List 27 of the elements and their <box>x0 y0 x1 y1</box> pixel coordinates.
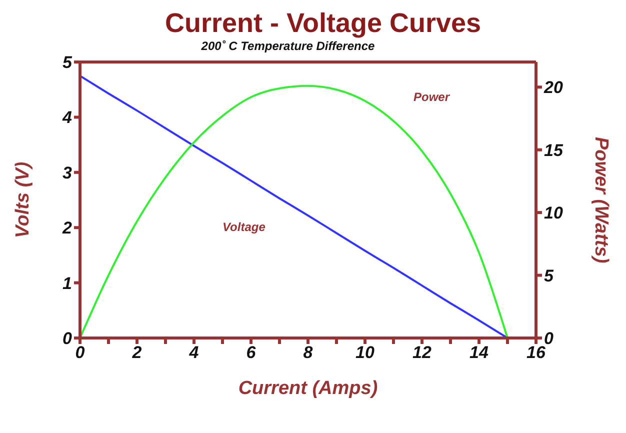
y2-tick-label: 5 <box>544 266 554 286</box>
y-tick-label: 5 <box>62 53 73 72</box>
y-tick-label: 2 <box>62 218 73 238</box>
y2-tick-label: 10 <box>544 204 564 223</box>
y-tick-label: 3 <box>62 163 73 182</box>
y-tick-label: 1 <box>62 274 72 293</box>
x-axis-title: Current (Amps) <box>238 378 378 399</box>
y2-axis-title: Power (Watts) <box>590 136 612 264</box>
x-tick-label: 10 <box>356 343 375 362</box>
y-tick-label: 4 <box>62 108 73 128</box>
x-tick-label: 12 <box>412 343 432 362</box>
y2-tick-label: 15 <box>544 140 564 160</box>
x-tick-label: 4 <box>188 343 200 362</box>
x-tick-label: 8 <box>303 343 314 362</box>
chart-title: Current - Voltage Curves <box>164 8 482 39</box>
x-tick-label: 2 <box>131 343 142 362</box>
chart-subtitle: 200˚ C Temperature Difference <box>200 39 376 53</box>
x-tick-label: 6 <box>246 343 256 362</box>
text: Power <box>414 90 451 104</box>
y-tick-label: 0 <box>62 329 73 348</box>
x-tick-label: 16 <box>526 343 546 362</box>
y-axis-title: Volts (V) <box>12 162 34 238</box>
y2-tick-label: 0 <box>544 329 554 348</box>
text: Voltage <box>222 220 266 234</box>
x-tick-label: 14 <box>470 343 489 362</box>
x-tick-label: 0 <box>75 343 86 362</box>
y2-tick-label: 20 <box>543 78 564 98</box>
